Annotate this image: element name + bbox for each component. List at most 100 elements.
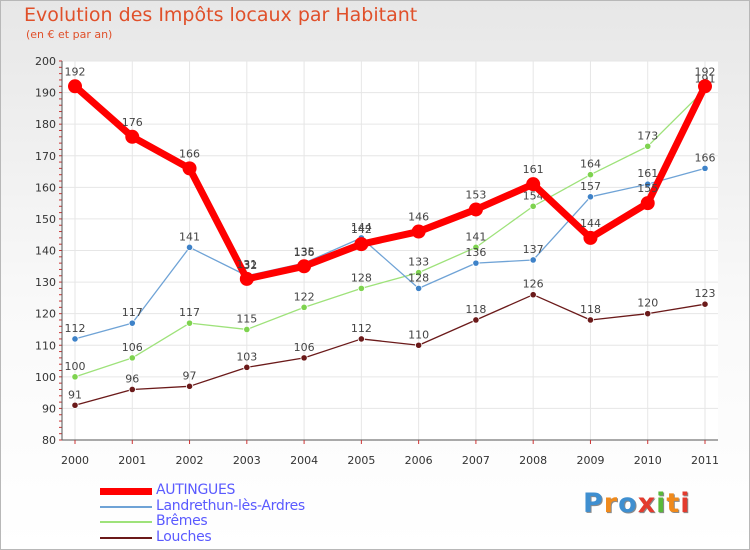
chart-title: Evolution des Impôts locaux par Habitant xyxy=(24,4,418,26)
data-label: 136 xyxy=(294,246,315,259)
y-tick-label: 130 xyxy=(35,276,56,289)
proxiti-logo: Proxiti xyxy=(583,488,691,519)
logo-letter: o xyxy=(618,488,638,519)
y-tick-label: 200 xyxy=(35,55,56,68)
x-tick-label: 2002 xyxy=(176,454,204,467)
data-label: 137 xyxy=(523,243,544,256)
data-label: 146 xyxy=(408,211,429,224)
data-label: 136 xyxy=(465,246,486,259)
data-label: 161 xyxy=(523,163,544,176)
x-tick-label: 2009 xyxy=(576,454,604,467)
logo-letter: i xyxy=(680,488,691,519)
data-point xyxy=(297,259,312,274)
data-point xyxy=(583,230,598,245)
data-point xyxy=(357,284,365,292)
data-point xyxy=(415,341,423,349)
data-label: 122 xyxy=(294,290,315,303)
logo-letter: P xyxy=(583,488,604,519)
data-label: 112 xyxy=(65,322,86,335)
data-point xyxy=(185,319,194,327)
data-label: 155 xyxy=(637,182,658,195)
data-point xyxy=(243,325,251,334)
data-label: 128 xyxy=(351,271,372,284)
x-tick-label: 2008 xyxy=(519,454,547,467)
data-point xyxy=(468,202,483,217)
data-point xyxy=(354,237,369,252)
data-label: 131 xyxy=(236,258,257,271)
data-label: 103 xyxy=(236,350,257,363)
data-label: 123 xyxy=(695,287,716,300)
y-tick-label: 90 xyxy=(42,402,56,415)
data-label: 135 xyxy=(294,245,315,258)
data-label: 161 xyxy=(637,167,658,180)
data-point xyxy=(182,161,197,176)
data-point xyxy=(698,79,712,94)
data-label: 144 xyxy=(580,217,601,230)
x-tick-label: 2011 xyxy=(691,454,719,467)
y-tick-label: 190 xyxy=(35,87,56,100)
data-point xyxy=(529,256,537,264)
x-tick-label: 2001 xyxy=(118,454,146,467)
data-point xyxy=(71,401,79,409)
data-label: 97 xyxy=(183,369,197,382)
logo-letter: r xyxy=(603,488,619,519)
x-tick-label: 2003 xyxy=(233,454,261,467)
legend-swatch-landrethun xyxy=(100,505,152,508)
data-point xyxy=(529,291,537,299)
data-point xyxy=(128,385,136,394)
data-point xyxy=(300,354,308,362)
logo-letter: t xyxy=(666,488,681,519)
data-point xyxy=(68,79,82,94)
data-point xyxy=(586,193,595,201)
data-point xyxy=(526,177,541,192)
y-tick-label: 100 xyxy=(35,371,56,384)
data-point xyxy=(644,180,652,188)
legend-label: Brêmes xyxy=(156,513,208,529)
data-label: 173 xyxy=(637,129,658,142)
data-point xyxy=(125,129,140,144)
data-point xyxy=(128,354,136,362)
series-line-0 xyxy=(71,82,709,283)
data-point xyxy=(472,243,480,251)
x-tick-label: 2007 xyxy=(462,454,490,467)
y-tick-label: 120 xyxy=(35,308,56,321)
data-point xyxy=(586,171,595,179)
data-label: 128 xyxy=(408,271,429,284)
y-tick-label: 170 xyxy=(35,150,56,163)
data-label: 164 xyxy=(580,158,601,171)
data-label: 120 xyxy=(637,297,658,310)
data-point xyxy=(472,316,480,324)
data-point xyxy=(529,202,537,210)
data-point xyxy=(415,269,423,277)
data-point xyxy=(71,335,79,343)
data-label: 115 xyxy=(236,312,257,325)
y-tick-label: 180 xyxy=(35,118,56,131)
x-tick-label: 2006 xyxy=(405,454,433,467)
legend-label: Louches xyxy=(156,528,212,545)
y-tick-label: 110 xyxy=(35,339,56,352)
data-label: 153 xyxy=(465,188,486,201)
data-point xyxy=(185,243,194,251)
data-point xyxy=(357,335,365,343)
legend-swatch-louches xyxy=(100,536,152,539)
data-label: 166 xyxy=(695,151,716,164)
data-point xyxy=(239,271,254,286)
logo-letter: i xyxy=(656,488,667,519)
data-point xyxy=(644,142,652,150)
y-tick-label: 80 xyxy=(42,434,56,447)
data-label: 166 xyxy=(179,147,200,160)
data-point xyxy=(411,224,426,239)
chart-subtitle: (en € et par an) xyxy=(26,28,113,41)
series-line-2 xyxy=(74,88,706,378)
data-point xyxy=(701,164,709,172)
x-tick-label: 2000 xyxy=(61,454,89,467)
data-label: 118 xyxy=(465,303,486,316)
data-label: 144 xyxy=(351,221,372,234)
data-label: 112 xyxy=(351,322,372,335)
data-point xyxy=(243,363,251,371)
data-point xyxy=(300,303,308,311)
legend-swatch-bremes xyxy=(100,521,152,523)
series-line-1 xyxy=(74,167,706,340)
data-label: 141 xyxy=(465,230,486,243)
data-label: 91 xyxy=(68,388,82,401)
